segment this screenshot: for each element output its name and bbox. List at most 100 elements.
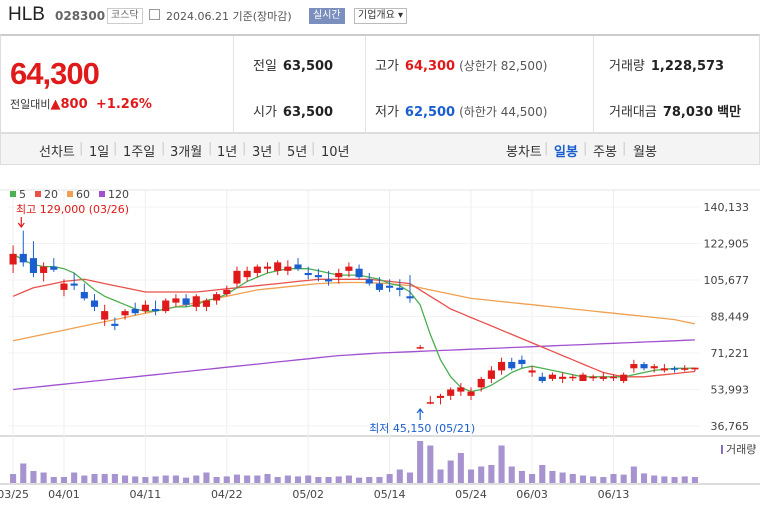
candle-body [528,370,536,373]
y-tick-label: 122,905 [704,238,750,251]
period-3m-button[interactable]: 3개월 [170,145,203,160]
candle-body [263,266,272,269]
candle-body [121,311,129,316]
volume-bar [488,465,495,483]
candle-body [192,296,200,307]
candle-body [406,296,414,299]
volume-bar [549,471,556,483]
candle-body [589,376,597,379]
period-5y-button[interactable]: 5년 [287,145,308,160]
volume-bar [315,477,322,483]
candle-body [90,300,99,307]
candle-body [60,283,68,290]
candle-body [386,285,394,288]
legend-label: 5 [19,188,26,201]
current-price: 64,300 [10,56,100,91]
ma60-line [12,281,696,342]
line-chart-label: 선차트 [39,145,75,160]
volume-bar [498,445,505,483]
candle-body [660,368,668,371]
candle-body [162,300,170,312]
volume-bar [681,476,688,483]
candle-body [426,402,434,404]
volume-bar [132,476,139,483]
volume-bar [356,477,363,483]
y-tick-label: 88,449 [711,311,750,324]
volume-bar [467,469,475,483]
volume-bar [121,475,129,483]
volume-bar [600,477,607,483]
candle-body [467,391,475,396]
period-1w-button[interactable]: 1주일 [123,145,156,160]
up-triangle-icon: ▲ [50,97,61,112]
volume-bar [610,474,617,483]
candle-body [579,374,587,382]
candle-body [151,308,160,312]
weekly-candle-button[interactable]: 주봉 [593,145,617,160]
volume-bar [508,466,515,483]
candle-body [213,294,221,301]
x-tick-label: 04/11 [130,488,162,501]
volume-bar [529,474,536,483]
period-1d-button[interactable]: 1일 [89,145,110,160]
candle-body [274,262,282,271]
candle-body [50,266,58,270]
candle-body [477,378,485,388]
candle-body [559,376,567,379]
candle-body [670,368,679,370]
market-badge: 코스닥 [107,8,143,24]
volume-bar [223,476,230,483]
volume-bar [569,474,576,483]
volume-legend-swatch [721,445,723,454]
candle-body [294,264,302,269]
legend-label: 60 [76,188,90,201]
volume-bar [437,469,444,483]
volume-bar [60,477,68,483]
y-tick-label: 53,993 [711,384,750,397]
candle-body [131,308,139,314]
x-tick-label: 05/02 [292,488,324,501]
candle-body [650,366,658,369]
volume-bar [183,477,190,483]
volume-bar [162,475,169,483]
candle-body [9,253,17,265]
candle-body [365,279,373,284]
candle-body [101,311,109,320]
high-annotation: 최고 129,000 (03/26) [16,203,129,216]
volume-bar [417,441,424,483]
candle-body [355,268,363,278]
daily-candle-button[interactable]: 일봉 [554,145,578,160]
volume-bar [478,466,485,483]
x-tick-label: 05/24 [455,488,487,501]
volume-bar [559,472,566,483]
period-1y-button[interactable]: 1년 [217,145,238,160]
realtime-button[interactable]: 실시간 [309,8,345,24]
price-change: 전일대비▲800 +1.26% [10,97,152,112]
ma120-line [13,339,695,391]
volume-bar [366,477,373,483]
period-10y-button[interactable]: 10년 [321,145,350,160]
corp-info-dropdown[interactable]: 기업개요 ▾ [354,8,408,24]
quote-date: 2024.06.21 기준(장마감) [166,10,292,23]
volume-bar [193,475,200,483]
legend-label: 20 [44,188,58,201]
volume-label: 거래량 [726,443,756,456]
volume-bar [305,475,312,483]
divider [365,36,366,132]
volume-bar [691,477,698,483]
legend-swatch [67,191,73,197]
candle-body [335,272,343,278]
volume-bar [294,476,302,483]
candle-body [345,266,353,271]
candle-body [314,275,322,278]
volume-bar [10,474,17,483]
candle-body [111,323,119,326]
volume-bar [406,472,414,483]
candle-body [70,283,78,286]
period-3y-button[interactable]: 3년 [252,145,273,160]
volume-bar [244,475,251,483]
candle-body [436,395,445,398]
monthly-candle-button[interactable]: 월봉 [633,145,657,160]
candle-body [40,266,48,273]
